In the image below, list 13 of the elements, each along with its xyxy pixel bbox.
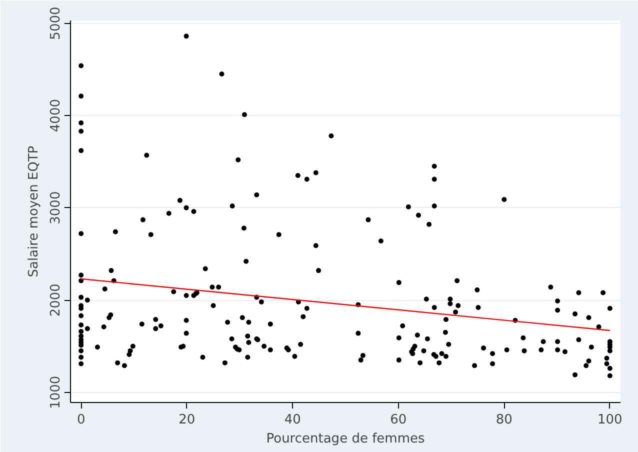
y-tick-label: 2000	[48, 284, 64, 317]
x-tick-label: 100	[598, 412, 622, 428]
y-tick-label: 5000	[48, 6, 64, 40]
y-tick-label: 3000	[48, 191, 64, 224]
y-axis-title: Salaire moyen EQTP	[26, 146, 42, 278]
x-tick-label: 0	[76, 412, 86, 428]
x-tick-label: 40	[284, 412, 301, 428]
y-tick-label: 4000	[48, 98, 64, 132]
x-tick-label: 60	[390, 412, 407, 428]
x-axis-title: Pourcentage de femmes	[266, 432, 425, 446]
y-tick-label: 1000	[48, 376, 64, 409]
x-tick-label: 80	[496, 412, 512, 428]
x-tick-label: 20	[178, 412, 196, 428]
